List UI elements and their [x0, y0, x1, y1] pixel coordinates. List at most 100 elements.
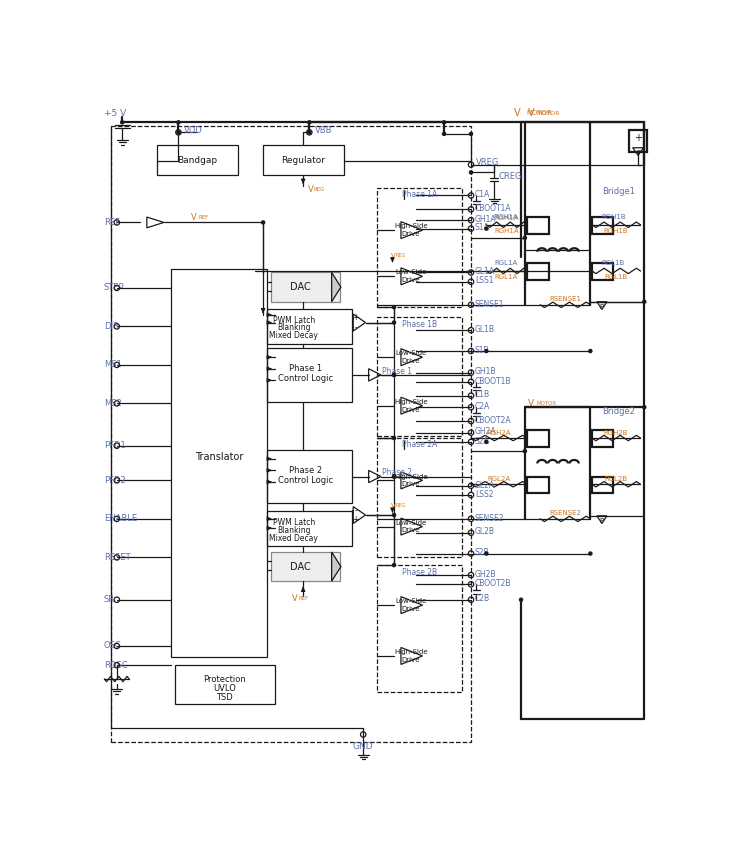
Circle shape: [523, 449, 526, 453]
Text: Mixed Decay: Mixed Decay: [270, 331, 318, 340]
Circle shape: [485, 552, 488, 555]
Text: C2B: C2B: [475, 594, 490, 604]
Circle shape: [642, 300, 646, 303]
Circle shape: [470, 132, 473, 136]
Text: GH2B: GH2B: [475, 570, 496, 579]
Text: P: P: [636, 150, 640, 156]
Circle shape: [177, 131, 180, 134]
Text: Low-Side: Low-Side: [395, 270, 426, 276]
Text: C1B: C1B: [475, 390, 490, 399]
Text: STEP: STEP: [104, 283, 124, 292]
Text: DIR: DIR: [104, 322, 118, 331]
Text: +: +: [352, 515, 359, 524]
Bar: [270, 272, 340, 302]
Text: SR: SR: [104, 595, 115, 604]
Text: GH2A: GH2A: [475, 428, 496, 436]
Text: REG: REG: [313, 186, 325, 192]
Text: RGH1A: RGH1A: [493, 214, 518, 220]
Text: P: P: [600, 304, 604, 310]
Text: -: -: [354, 506, 357, 515]
Bar: [267, 348, 351, 402]
Text: GL1B: GL1B: [475, 325, 495, 334]
Bar: [592, 477, 614, 493]
Bar: [527, 477, 549, 493]
Circle shape: [485, 441, 488, 443]
Bar: [629, 130, 648, 151]
Text: Regulator: Regulator: [282, 155, 325, 165]
Text: Phase 2B: Phase 2B: [402, 568, 437, 576]
Bar: [267, 449, 351, 503]
Text: -: -: [354, 323, 357, 332]
Circle shape: [589, 552, 592, 555]
Text: Control Logic: Control Logic: [278, 375, 333, 383]
Text: ROSC: ROSC: [104, 661, 127, 670]
Text: MS1: MS1: [104, 361, 121, 369]
Text: REF: REF: [104, 218, 120, 227]
Text: Phase 1B: Phase 1B: [402, 320, 437, 329]
Text: MS2: MS2: [104, 399, 121, 408]
Text: RESET: RESET: [104, 553, 130, 562]
Circle shape: [470, 171, 473, 174]
Bar: [377, 188, 462, 308]
Text: MOTOR: MOTOR: [537, 401, 556, 406]
Text: CBOOT2A: CBOOT2A: [475, 416, 512, 425]
Text: Drive: Drive: [402, 277, 420, 283]
Text: GH1A: GH1A: [475, 215, 496, 224]
Text: RGH2A: RGH2A: [487, 430, 511, 436]
Text: TSD: TSD: [216, 693, 233, 702]
Text: +: +: [352, 314, 359, 322]
Circle shape: [392, 306, 395, 308]
Text: GL1A: GL1A: [475, 267, 495, 277]
Text: High-Side: High-Side: [394, 649, 428, 655]
Text: Blanking: Blanking: [277, 324, 311, 332]
Text: Bandgap: Bandgap: [177, 155, 217, 165]
Text: REG: REG: [395, 503, 406, 509]
Text: GL2A: GL2A: [475, 480, 495, 490]
Text: PFD1: PFD1: [104, 442, 126, 450]
Circle shape: [121, 121, 123, 124]
Text: Blanking: Blanking: [277, 526, 311, 535]
Text: CBOOT1A: CBOOT1A: [475, 204, 512, 213]
Text: Phase 1: Phase 1: [382, 367, 412, 375]
Bar: [111, 126, 471, 742]
Circle shape: [392, 321, 395, 324]
Text: SENSE1: SENSE1: [475, 300, 504, 308]
Text: Bridge2: Bridge2: [602, 406, 635, 416]
Text: V: V: [191, 213, 197, 222]
Bar: [527, 263, 549, 280]
Circle shape: [392, 374, 395, 376]
Polygon shape: [331, 272, 341, 302]
Bar: [592, 263, 614, 280]
Polygon shape: [331, 552, 341, 582]
Text: CBOOT1B: CBOOT1B: [475, 376, 512, 386]
Circle shape: [485, 227, 488, 230]
Bar: [377, 565, 462, 692]
Text: +5 V: +5 V: [104, 108, 126, 118]
Text: PWM Latch: PWM Latch: [273, 518, 315, 527]
Text: Low-Side: Low-Side: [395, 520, 426, 526]
Text: LSS2: LSS2: [475, 490, 493, 499]
Circle shape: [520, 598, 523, 601]
Bar: [527, 430, 549, 448]
Text: High-Side: High-Side: [394, 223, 428, 229]
Circle shape: [442, 132, 445, 136]
Text: V: V: [391, 503, 395, 509]
Text: Low-Side: Low-Side: [395, 350, 426, 356]
Bar: [592, 430, 614, 448]
Text: P: P: [600, 518, 604, 524]
Circle shape: [308, 121, 311, 124]
Circle shape: [262, 221, 265, 224]
Text: RGL1B: RGL1B: [604, 274, 628, 280]
Text: Drive: Drive: [402, 657, 420, 663]
Bar: [157, 145, 237, 174]
Text: S2B: S2B: [475, 548, 490, 557]
Text: Drive: Drive: [402, 358, 420, 364]
Text: Protection: Protection: [204, 674, 246, 684]
Circle shape: [308, 131, 311, 134]
Text: V: V: [391, 253, 395, 259]
Circle shape: [642, 405, 646, 409]
Text: RGH1B: RGH1B: [603, 228, 628, 234]
Text: REF: REF: [198, 216, 209, 220]
Text: REF: REF: [298, 595, 309, 600]
Text: Phase 2: Phase 2: [382, 468, 412, 478]
